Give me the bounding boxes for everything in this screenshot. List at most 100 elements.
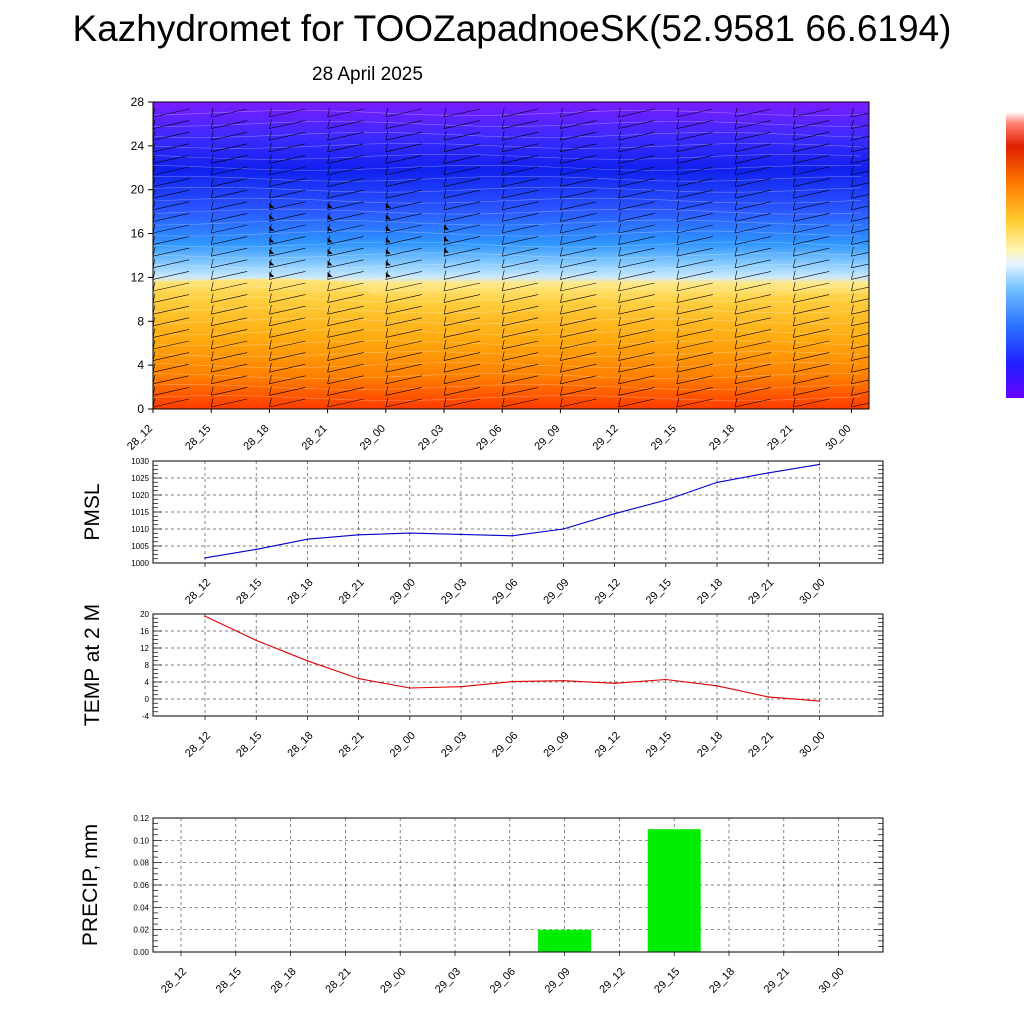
wind-barb [792, 165, 830, 176]
time-tick-label: 29_00 [358, 423, 388, 453]
wind-barb [327, 177, 364, 187]
x-tick-label: 29_15 [644, 730, 674, 760]
wind-barb [327, 293, 364, 303]
wind-barb [851, 339, 869, 350]
wind-barb [618, 154, 655, 164]
wind-barb [792, 247, 830, 257]
wind-barb [327, 154, 364, 164]
wind-barb [501, 316, 539, 327]
wind-barb [269, 177, 306, 187]
wind-barb [443, 154, 481, 164]
wind-barb [618, 363, 655, 373]
wind-barb [443, 386, 481, 396]
wind-barb [676, 107, 713, 118]
height-axis: 0 4 8 12 16 20 24 28 [131, 95, 153, 416]
x-tick-label: 29_18 [695, 577, 725, 607]
wind-barb [734, 142, 772, 153]
contour-line [153, 132, 862, 138]
wind-barb [560, 339, 597, 350]
wind-barb [269, 316, 306, 327]
wind-barb [269, 107, 306, 118]
wind-barb [734, 223, 772, 234]
wind-barb [210, 305, 248, 315]
wind-barb [618, 258, 655, 269]
wind-barb [676, 293, 713, 303]
wind-barb [327, 339, 364, 350]
wind-pennant [269, 202, 275, 208]
wind-pennant [269, 214, 275, 220]
wind-barb [385, 293, 422, 303]
wind-barb [443, 107, 481, 118]
wind-barb [443, 270, 481, 280]
x-tick-label: 29_06 [490, 730, 520, 760]
wind-barb [560, 189, 597, 199]
wind-barb [734, 131, 772, 141]
time-tick-label: 29_15 [649, 423, 679, 453]
wind-barb [269, 189, 306, 199]
wind-barb [734, 293, 772, 303]
wind-barb [851, 258, 869, 269]
y-tick-label: 0.12 [133, 814, 149, 823]
wind-barb [501, 107, 539, 118]
x-tick-label: 29_18 [695, 730, 725, 760]
wind-barb [269, 281, 306, 292]
wind-pennant [444, 236, 449, 242]
y-tick-label: 1020 [131, 491, 149, 500]
time-tick-label: 29_21 [765, 423, 795, 453]
y-tick-label: 0.08 [133, 859, 149, 868]
time-tick-label: 29_09 [532, 423, 562, 453]
y-tick-label: 0.06 [133, 881, 149, 890]
wind-pennant [269, 225, 275, 231]
wind-barb [501, 363, 539, 373]
x-tick-label: 28_21 [337, 730, 367, 760]
wind-barb [501, 212, 539, 222]
y-tick-label: 20 [140, 610, 149, 619]
panel-frame [152, 613, 884, 717]
wind-barbs [153, 107, 869, 408]
wind-barb [269, 386, 306, 396]
wind-barb [560, 363, 597, 373]
wind-barb [792, 397, 830, 408]
wind-barb [327, 363, 364, 373]
wind-barb [676, 235, 713, 245]
x-tick-label: 29_21 [746, 730, 776, 760]
data-point [357, 534, 360, 536]
wind-barb [385, 154, 422, 164]
wind-barb [851, 316, 869, 327]
wind-barb [676, 154, 713, 164]
data-point [511, 535, 513, 537]
wind-barb [618, 247, 655, 257]
time-tick-label: 28_21 [300, 423, 330, 453]
y-tick-label: 1030 [131, 457, 149, 466]
wind-barb [327, 374, 364, 385]
height-tick-label: 4 [137, 358, 144, 372]
x-tick-label: 29_09 [543, 966, 573, 996]
wind-barb [792, 189, 830, 199]
wind-barb [210, 131, 248, 141]
x-tick-label: 28_21 [323, 966, 353, 996]
x-tick-label: 29_09 [541, 577, 571, 607]
wind-barb [560, 154, 597, 164]
wind-barb [792, 328, 830, 338]
contour-line [153, 395, 862, 401]
wind-barb [734, 270, 772, 280]
wind-barb [676, 316, 713, 327]
wind-barb [210, 189, 248, 199]
x-tick-label: 28_12 [159, 966, 189, 996]
data-point [665, 499, 667, 501]
wind-barb [443, 316, 481, 327]
precip-bar [538, 929, 592, 952]
contour-line [153, 285, 862, 292]
wind-pennant [327, 260, 333, 266]
wind-barb [385, 397, 422, 408]
x-tick-label: 28_15 [214, 966, 244, 996]
wind-barb [618, 270, 655, 280]
chart-title: Kazhydromet for TOOZapadnoeSK(52.9581 66… [72, 8, 952, 49]
wind-barb [501, 293, 539, 303]
wind-barb [560, 293, 597, 303]
wind-barb [269, 351, 306, 361]
wind-barb [734, 258, 772, 269]
wind-barb [618, 177, 655, 187]
wind-barb [792, 281, 830, 292]
wind-barb [851, 363, 869, 373]
